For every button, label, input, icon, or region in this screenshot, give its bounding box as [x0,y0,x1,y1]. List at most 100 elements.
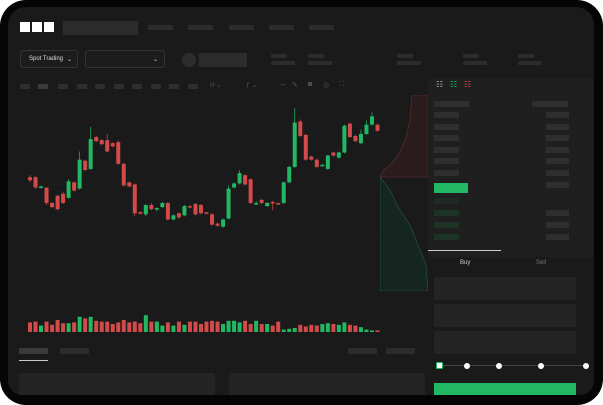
candle-body [276,202,281,205]
amount-slider[interactable] [438,365,588,366]
candle-body [243,175,248,185]
slider-stop[interactable] [538,363,544,369]
okx-logo[interactable] [20,22,54,32]
volume-bar [39,325,44,332]
filter-button[interactable] [386,348,415,354]
volume-bar [270,325,275,332]
ask-price [434,135,459,141]
nav-item[interactable] [269,25,294,30]
bid-price [434,198,459,204]
nav-item[interactable] [148,25,173,30]
orderbook-bids-icon[interactable]: ☷ [450,80,458,89]
chevron-down-icon: ⌄ [67,56,73,63]
candle-body [353,135,358,142]
timeframe-button[interactable] [95,84,105,89]
indicator-icon[interactable]: ƒ ⌄ [246,82,258,89]
timeframe-button[interactable] [77,84,87,89]
last-price [434,183,468,193]
volume-bar [364,329,369,332]
candle-body [160,202,165,208]
stat-value [518,61,542,65]
candle-body [364,124,369,134]
candle-body [33,177,38,188]
chart-panel[interactable] [13,95,385,347]
orderbook-both-icon[interactable]: ☷ [436,80,444,89]
ask-price [434,170,459,176]
timeframe-button[interactable] [151,84,161,89]
line-icon[interactable]: ∼ [280,82,286,89]
draw-icon[interactable]: ✎ [292,82,298,89]
ask-size [546,135,569,141]
tab-buy[interactable]: Buy [460,260,471,266]
volume-bar [160,325,165,332]
amount-input[interactable] [434,304,576,327]
timeframe-button[interactable] [58,84,68,89]
timeframe-button[interactable] [132,84,142,89]
bid-price [434,222,459,228]
candle-body [303,134,308,160]
camera-icon[interactable]: ◙ [308,81,313,88]
bid-price [434,210,459,216]
candle-body [61,193,66,203]
tab-order-history[interactable] [60,348,89,354]
timeframe-button[interactable] [188,84,198,89]
candle-body [121,163,126,186]
ask-price [434,147,459,153]
filter-button[interactable] [348,348,377,354]
active-tab-indicator [428,250,501,251]
volume-bar [182,324,187,332]
total-input[interactable] [434,331,576,354]
stat-value [397,61,421,65]
volume-bar [33,321,38,332]
orderbook-asks-icon[interactable]: ☷ [464,80,472,89]
slider-stop[interactable] [583,363,589,369]
volume-bar [276,321,281,332]
orders-panel [19,373,215,395]
candle-body [210,214,215,225]
volume-bar [347,324,352,332]
volume-bar [292,328,297,332]
buy-button[interactable] [434,383,576,395]
nav-item[interactable] [229,25,254,30]
settings-icon[interactable]: ◎ [323,82,330,89]
timeframe-button[interactable] [38,84,48,89]
candle-body [320,164,325,167]
volume-bar [369,330,374,332]
candle-type-icon[interactable]: ⊪⌄ [210,82,222,89]
pair-selector[interactable]: ⌄ [85,50,165,68]
candle-body [265,202,270,207]
volume-bar [143,315,148,332]
nav-item[interactable] [309,25,334,30]
timeframe-button[interactable] [20,84,30,89]
price-input[interactable] [434,277,576,300]
search-bar[interactable] [63,21,138,35]
fullscreen-icon[interactable]: ⛶ [339,81,344,88]
volume-bar [309,324,314,332]
candle-body [347,123,352,138]
timeframe-button[interactable] [169,84,179,89]
volume-bar [105,321,110,332]
volume-bar [226,320,231,332]
candlestick-chart[interactable] [13,95,385,347]
slider-stop[interactable] [496,363,502,369]
tab-open-orders[interactable] [19,348,48,354]
slider-handle[interactable] [436,362,443,369]
candle-body [226,188,231,219]
nav-item[interactable] [188,25,213,30]
candle-body [182,206,187,216]
volume-bar [99,321,104,332]
stat-value [308,61,332,65]
candle-body [375,124,380,131]
stat-label [397,54,413,58]
candle-body [248,179,253,203]
stat-label [308,54,324,58]
tab-sell[interactable]: Sell [536,260,547,266]
volume-bar [210,320,215,332]
volume-bar [281,329,286,332]
ask-size [546,112,569,118]
timeframe-button[interactable] [114,84,124,89]
candle-body [83,160,88,170]
slider-stop[interactable] [464,363,470,369]
market-selector[interactable]: Spot Trading ⌄ [20,50,78,68]
